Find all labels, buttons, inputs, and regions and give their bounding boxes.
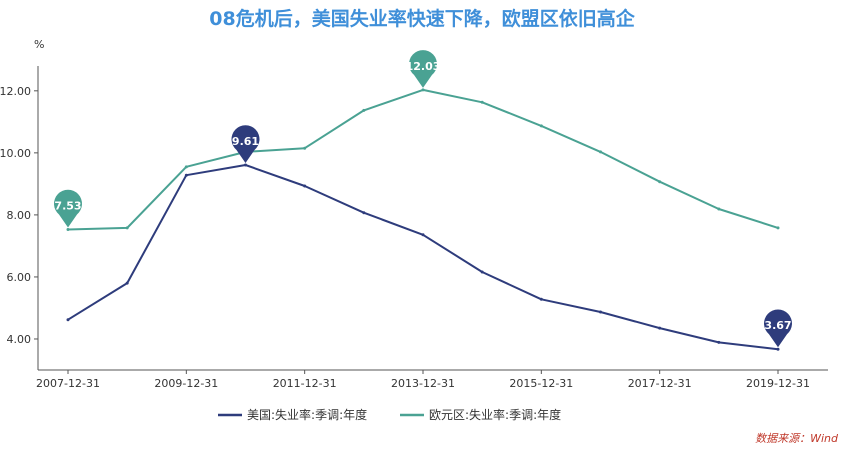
value-pin-eu: 7.53 [54, 189, 82, 228]
axes: % 4.00 6.00 8.00 10.00 12.00 2007-12-31 2009-12… [0, 38, 828, 390]
legend[interactable]: 美国:失业率:季调:年度 欧元区:失业率:季调:年度 [218, 407, 561, 422]
y-axis-unit: % [34, 38, 44, 51]
pin-shape [409, 50, 437, 88]
source-note: 数据来源：Wind [755, 432, 838, 445]
legend-label: 美国:失业率:季调:年度 [247, 407, 367, 422]
pin-shape [54, 189, 82, 228]
pin-shape [764, 309, 793, 348]
y-tick-label: 6.00 [7, 271, 32, 284]
value-pin-eu: 12.03 [406, 50, 441, 88]
x-tick-label: 2017-12-31 [628, 377, 692, 390]
data-point-eu [776, 226, 780, 230]
y-tick-label: 8.00 [7, 209, 32, 222]
series-line-us [67, 164, 779, 351]
data-point-us [244, 163, 247, 167]
data-point-us [480, 270, 484, 274]
pin-label: 3.67 [764, 319, 791, 332]
pin-label: 7.53 [54, 199, 81, 212]
legend-item-us[interactable]: 美国:失业率:季调:年度 [218, 407, 367, 422]
x-tick-label: 2011-12-31 [273, 377, 337, 390]
x-tick-label: 2007-12-31 [36, 377, 100, 390]
data-point-us [184, 173, 188, 177]
x-tick-label: 2013-12-31 [391, 377, 455, 390]
data-point-eu [184, 165, 188, 169]
data-point-eu [66, 227, 70, 231]
y-tick-label: 12.00 [0, 85, 31, 98]
data-point-eu [480, 100, 484, 104]
data-point-us [539, 297, 543, 301]
data-point-eu [539, 124, 543, 128]
legend-label: 欧元区:失业率:季调:年度 [429, 407, 561, 422]
data-point-eu [362, 108, 366, 112]
data-point-us [303, 184, 307, 188]
pin-label: 9.61 [232, 135, 259, 148]
series-lines [66, 88, 780, 351]
data-point-eu [717, 207, 721, 211]
data-point-us [125, 281, 129, 285]
data-point-eu [599, 150, 602, 154]
data-point-us [717, 340, 721, 344]
y-tick-label: 10.00 [0, 147, 31, 160]
y-tick-label: 4.00 [7, 333, 32, 346]
value-markers: 9.61 3.67 7.53 12.03 [54, 50, 793, 348]
data-point-eu [125, 226, 129, 230]
pin-label: 12.03 [406, 60, 441, 73]
value-pin-us: 3.67 [764, 309, 793, 348]
data-point-us [66, 318, 70, 322]
data-point-eu [303, 146, 307, 150]
data-point-us [658, 326, 662, 330]
data-point-us [599, 310, 602, 314]
data-point-eu [421, 88, 425, 92]
value-pin-us: 9.61 [231, 125, 260, 163]
pin-shape [231, 125, 260, 163]
series-line-eu [67, 88, 779, 231]
x-tick-label: 2019-12-31 [746, 377, 810, 390]
x-tick-label: 2009-12-31 [154, 377, 218, 390]
data-point-us [776, 347, 780, 351]
x-tick-label: 2015-12-31 [509, 377, 573, 390]
chart-title: 08危机后，美国失业率快速下降，欧盟区依旧高企 [209, 8, 635, 30]
data-point-eu [658, 180, 662, 184]
data-point-us [421, 233, 425, 237]
legend-item-eu[interactable]: 欧元区:失业率:季调:年度 [400, 407, 561, 422]
data-point-us [362, 211, 366, 215]
